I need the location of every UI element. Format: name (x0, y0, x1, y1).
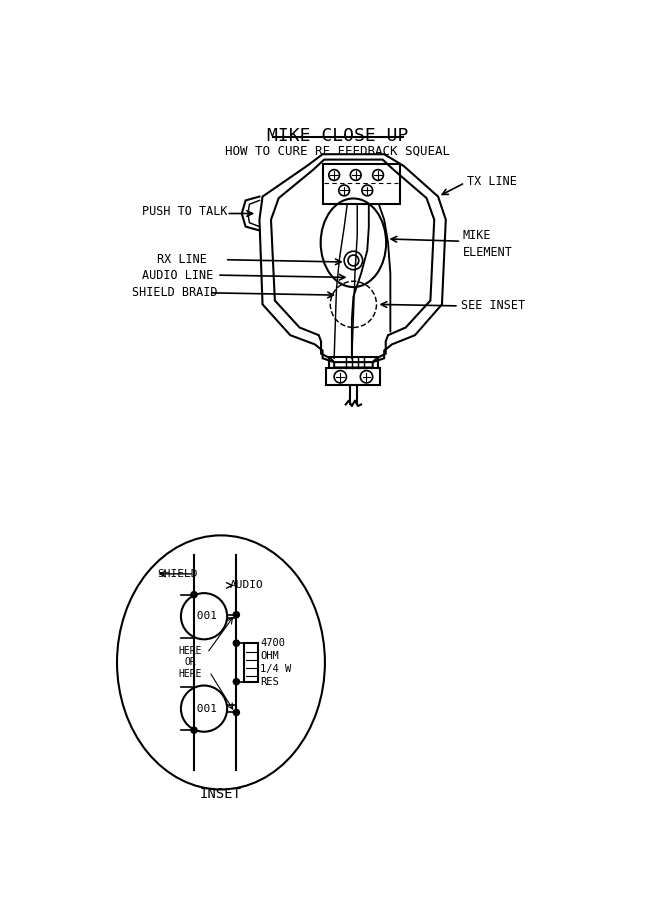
Circle shape (234, 640, 240, 646)
Text: HERE
OR
HERE: HERE OR HERE (178, 645, 202, 679)
Bar (329, 357, 378, 368)
Bar (244, 643, 258, 682)
Circle shape (191, 592, 197, 598)
Circle shape (234, 709, 240, 716)
Text: PUSH TO TALK: PUSH TO TALK (141, 205, 227, 218)
Circle shape (234, 612, 240, 618)
Text: TX LINE: TX LINE (467, 174, 517, 188)
Text: INSET: INSET (200, 787, 242, 801)
Text: MIKE CLOSE UP: MIKE CLOSE UP (266, 127, 408, 145)
Text: SEE INSET: SEE INSET (461, 299, 525, 312)
Text: 4700
OHM
1/4 W
RES: 4700 OHM 1/4 W RES (260, 637, 291, 687)
Bar (326, 368, 380, 385)
Circle shape (191, 727, 197, 733)
Text: RX LINE: RX LINE (157, 253, 207, 267)
Text: HOW TO CURE RF FEEDBACK SQUEAL: HOW TO CURE RF FEEDBACK SQUEAL (225, 144, 449, 157)
Text: .001: .001 (191, 611, 218, 621)
Text: AUDIO: AUDIO (230, 581, 264, 591)
Circle shape (181, 593, 227, 639)
Text: MIKE
ELEMENT: MIKE ELEMENT (463, 229, 513, 259)
Text: SHIELD: SHIELD (157, 569, 197, 579)
Circle shape (181, 686, 227, 731)
Text: .001: .001 (191, 704, 218, 714)
Circle shape (234, 678, 240, 685)
Bar (322, 164, 399, 205)
Text: SHIELD BRAID: SHIELD BRAID (132, 287, 217, 299)
Text: AUDIO LINE: AUDIO LINE (141, 268, 213, 281)
